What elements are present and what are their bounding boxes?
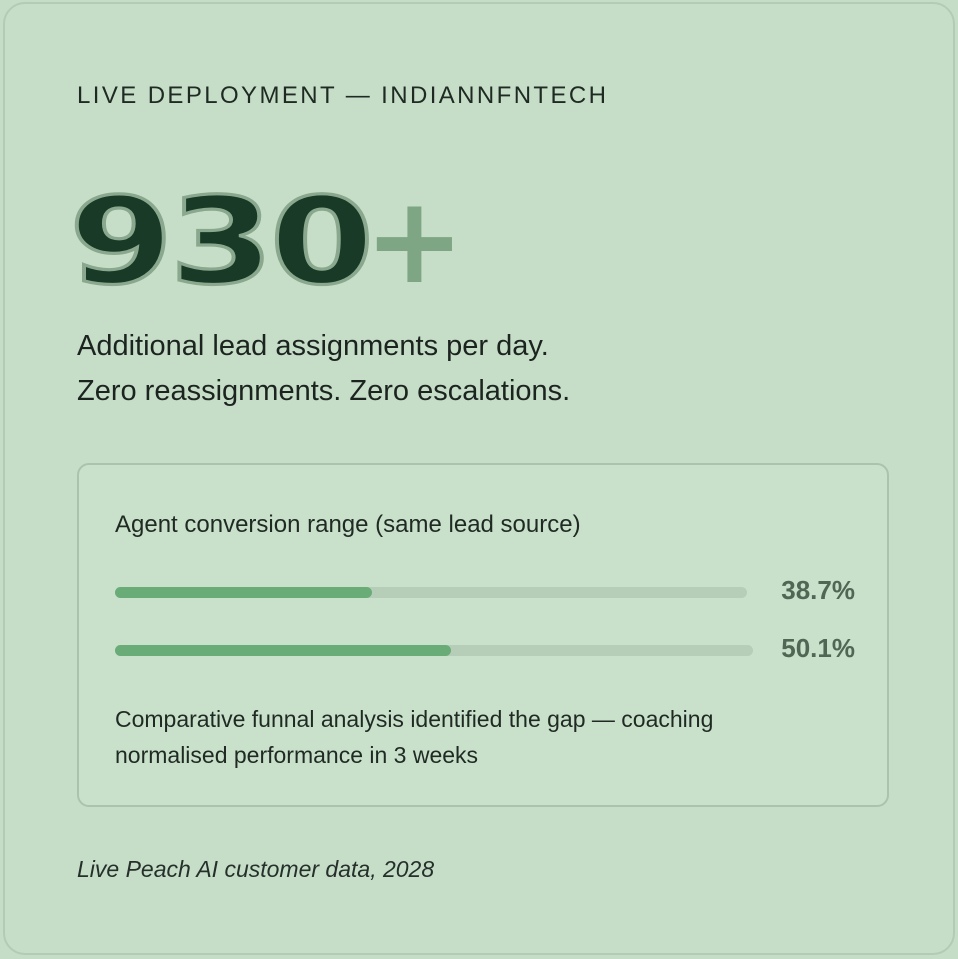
conversion-bar-low: 38.7% <box>115 573 855 613</box>
conversion-bar-high: 50.1% <box>115 631 855 671</box>
headline-stat: 930 + <box>67 172 465 332</box>
subheadline-line-2: Zero reassignments. Zero escalations. <box>77 375 571 407</box>
bar-fill <box>115 587 372 598</box>
panel-title: Agent conversion range (same lead source… <box>115 511 581 538</box>
source-footnote: Live Peach AI customer data, 2028 <box>77 856 435 882</box>
headline-number: 930 <box>67 172 376 312</box>
bar-fill <box>115 645 451 656</box>
headline-suffix: + <box>364 172 465 311</box>
conversion-panel: Agent conversion range (same lead source… <box>77 463 889 807</box>
eyebrow-label: LIVE DEPLOYMENT — INDIANNFNTECH <box>77 82 609 109</box>
stat-card: LIVE DEPLOYMENT — INDIANNFNTECH 930 + Ad… <box>3 2 955 955</box>
bar-track <box>115 645 753 656</box>
panel-note: Comparative funnal analysis identified t… <box>115 706 714 768</box>
subheadline-line-1: Additional lead assignments per day. <box>77 330 549 362</box>
bar-track <box>115 587 747 598</box>
bar-value: 38.7% <box>781 575 855 605</box>
bar-value: 50.1% <box>781 633 855 663</box>
